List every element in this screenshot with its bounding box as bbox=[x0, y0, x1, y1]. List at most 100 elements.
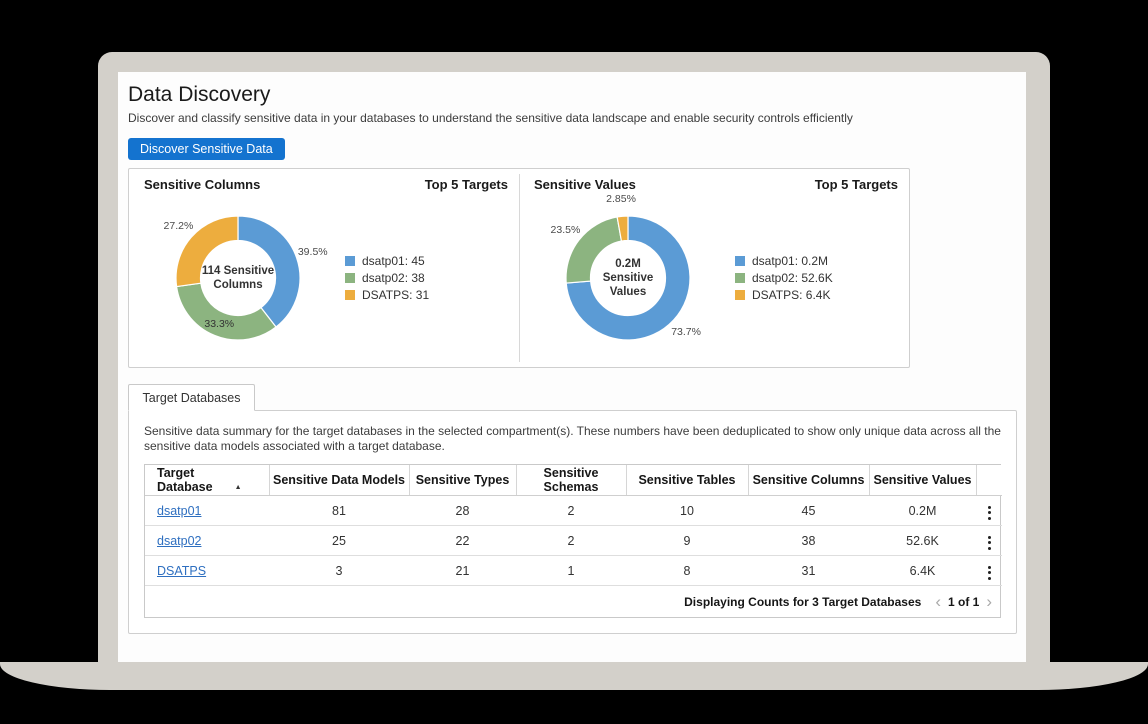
tab-bar: Target Databases bbox=[128, 384, 1026, 411]
legend-label: dsatp01: 45 bbox=[362, 254, 425, 268]
slice-percent-label: 2.85% bbox=[606, 193, 636, 206]
legend-swatch bbox=[345, 256, 355, 266]
legend-swatch bbox=[345, 273, 355, 283]
chart-header: Sensitive Values Top 5 Targets bbox=[519, 169, 909, 192]
donut-slice-DSATPS[interactable] bbox=[175, 215, 239, 288]
target-database-link-dsatp02[interactable]: dsatp02 bbox=[157, 533, 202, 548]
chart-legend: dsatp01: 0.2M dsatp02: 52.6K DSATPS: 6.4K bbox=[735, 251, 833, 305]
table-row: DSATPS 3 21 1 8 31 6.4K bbox=[145, 555, 1002, 586]
column-header-sensitive-values[interactable]: Sensitive Values bbox=[868, 465, 976, 496]
donut-slice-dsatp01[interactable] bbox=[565, 215, 691, 341]
table-cell: 6.4K bbox=[869, 555, 976, 586]
row-actions-menu-icon[interactable] bbox=[982, 502, 997, 524]
chart-title: Sensitive Columns bbox=[144, 177, 261, 192]
table-row: dsatp02 25 22 2 9 38 52.6K bbox=[145, 525, 1002, 556]
legend-swatch bbox=[735, 273, 745, 283]
table-cell: 2 bbox=[516, 495, 626, 526]
sensitive-values-chart-panel: Sensitive Values Top 5 Targets 73.7% 23.5… bbox=[519, 169, 909, 367]
legend-label: dsatp02: 52.6K bbox=[752, 271, 833, 285]
table-cell: 38 bbox=[748, 525, 869, 556]
chart-header: Sensitive Columns Top 5 Targets bbox=[129, 169, 519, 192]
donut-svg bbox=[175, 215, 301, 341]
tab-target-databases[interactable]: Target Databases bbox=[128, 384, 255, 411]
legend-item-dsatp01[interactable]: dsatp01: 45 bbox=[345, 254, 429, 268]
table-cell: 25 bbox=[269, 525, 409, 556]
target-databases-panel: Sensitive data summary for the target da… bbox=[128, 410, 1017, 634]
column-header-target-database[interactable]: Target Database ▲ bbox=[145, 465, 269, 496]
column-header-label: Target Database bbox=[157, 466, 213, 494]
slice-percent-label: 39.5% bbox=[297, 246, 328, 259]
table-cell: 22 bbox=[409, 525, 516, 556]
chart-legend: dsatp01: 45 dsatp02: 38 DSATPS: 31 bbox=[345, 251, 429, 305]
target-database-cell: DSATPS bbox=[145, 555, 269, 586]
legend-item-dsatp02[interactable]: dsatp02: 38 bbox=[345, 271, 429, 285]
donut-slice-dsatp01[interactable] bbox=[237, 215, 301, 328]
table-cell: 1 bbox=[516, 555, 626, 586]
slice-percent-label: 73.7% bbox=[671, 325, 701, 338]
legend-label: dsatp02: 38 bbox=[362, 271, 425, 285]
pagination-next-icon[interactable]: › bbox=[986, 592, 992, 611]
column-header-actions bbox=[975, 465, 1002, 496]
table-cell: 3 bbox=[269, 555, 409, 586]
slice-percent-label: 33.3% bbox=[204, 318, 235, 331]
donut-center-label: 0.2M Sensitive Values bbox=[602, 258, 654, 298]
target-databases-table: Target Database ▲ Sensitive Data Models Sen… bbox=[144, 464, 1002, 618]
chart-title: Sensitive Values bbox=[534, 177, 636, 192]
table-cell: 9 bbox=[626, 525, 748, 556]
legend-swatch bbox=[735, 290, 745, 300]
table-row: dsatp01 81 28 2 10 45 0.2M bbox=[145, 495, 1002, 526]
table-cell: 81 bbox=[269, 495, 409, 526]
legend-label: DSATPS: 31 bbox=[362, 288, 430, 302]
table-cell: 2 bbox=[516, 525, 626, 556]
pagination: ‹ 1 of 1 › bbox=[935, 593, 992, 610]
table-cell: 52.6K bbox=[869, 525, 976, 556]
pagination-page-label: 1 of 1 bbox=[947, 594, 980, 609]
legend-item-dsatp02[interactable]: dsatp02: 52.6K bbox=[735, 271, 833, 285]
pagination-prev-icon[interactable]: ‹ bbox=[935, 592, 941, 611]
table-footer-summary: Displaying Counts for 3 Target Databases bbox=[684, 594, 922, 609]
panel-description: Sensitive data summary for the target da… bbox=[144, 424, 1001, 453]
donut-center-label: 114 Sensitive Columns bbox=[201, 265, 275, 291]
column-header-sensitive-schemas[interactable]: Sensitive Schemas bbox=[515, 465, 626, 496]
column-header-sensitive-tables[interactable]: Sensitive Tables bbox=[625, 465, 748, 496]
table-cell: 0.2M bbox=[869, 495, 976, 526]
slice-percent-label: 23.5% bbox=[550, 223, 581, 236]
row-actions-menu-icon[interactable] bbox=[982, 562, 997, 584]
target-database-cell: dsatp02 bbox=[145, 525, 269, 556]
row-actions-menu-icon[interactable] bbox=[982, 532, 997, 554]
donut-svg bbox=[565, 215, 691, 341]
app-window: Data Discovery Discover and classify sen… bbox=[118, 72, 1026, 662]
sort-ascending-icon: ▲ bbox=[234, 484, 242, 491]
legend-item-DSATPS[interactable]: DSATPS: 31 bbox=[345, 288, 429, 302]
row-actions-cell bbox=[976, 525, 1002, 556]
sensitive-columns-donut-chart: 39.5% 33.3% 27.2% 114 Sensitive Columns dsatp… bbox=[129, 169, 519, 367]
laptop-base bbox=[0, 662, 1148, 690]
discover-sensitive-data-button[interactable]: Discover Sensitive Data bbox=[128, 138, 285, 160]
table-cell: 10 bbox=[626, 495, 748, 526]
legend-item-dsatp01[interactable]: dsatp01: 0.2M bbox=[735, 254, 833, 268]
legend-label: DSATPS: 6.4K bbox=[752, 288, 831, 302]
legend-swatch bbox=[345, 290, 355, 300]
target-database-cell: dsatp01 bbox=[145, 495, 269, 526]
slice-percent-label: 27.2% bbox=[163, 220, 194, 233]
sensitive-values-donut-chart: 73.7% 23.5% 2.85% 0.2M Sensitive Values dsatp0… bbox=[519, 169, 909, 367]
chart-panel-divider bbox=[519, 174, 520, 362]
column-header-sensitive-data-models[interactable]: Sensitive Data Models bbox=[268, 465, 409, 496]
donut-slice-DSATPS[interactable] bbox=[616, 215, 629, 242]
table-footer: Displaying Counts for 3 Target Databases… bbox=[145, 586, 1000, 617]
row-actions-cell bbox=[976, 555, 1002, 586]
legend-swatch bbox=[735, 256, 745, 266]
target-database-link-dsatp01[interactable]: dsatp01 bbox=[157, 503, 202, 518]
legend-label: dsatp01: 0.2M bbox=[752, 254, 829, 268]
table-cell: 28 bbox=[409, 495, 516, 526]
charts-container: Sensitive Columns Top 5 Targets 39.5% 33.… bbox=[128, 168, 910, 368]
target-database-link-DSATPS[interactable]: DSATPS bbox=[157, 563, 207, 578]
page-title: Data Discovery bbox=[128, 83, 271, 106]
table-cell: 8 bbox=[626, 555, 748, 586]
table-cell: 21 bbox=[409, 555, 516, 586]
legend-item-DSATPS[interactable]: DSATPS: 6.4K bbox=[735, 288, 833, 302]
column-header-sensitive-columns[interactable]: Sensitive Columns bbox=[747, 465, 869, 496]
column-header-sensitive-types[interactable]: Sensitive Types bbox=[408, 465, 516, 496]
chart-subtitle: Top 5 Targets bbox=[814, 177, 898, 192]
